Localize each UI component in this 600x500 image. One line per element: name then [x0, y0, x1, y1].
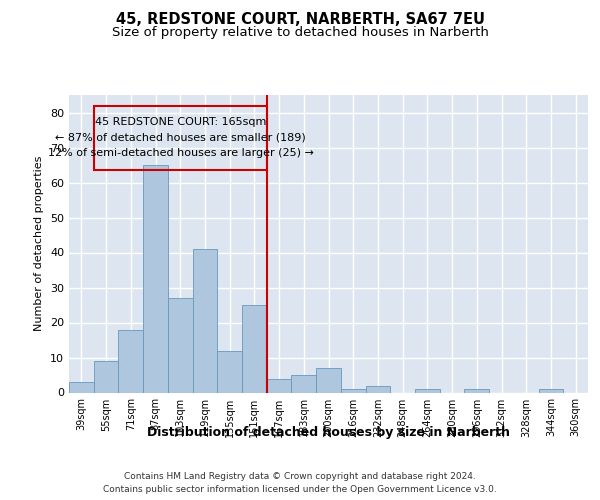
Text: Size of property relative to detached houses in Narberth: Size of property relative to detached ho… [112, 26, 488, 39]
Bar [69, 382, 94, 392]
Bar [193, 249, 217, 392]
Bar [539, 389, 563, 392]
Bar [94, 106, 267, 170]
Text: 45 REDSTONE COURT: 165sqm
← 87% of detached houses are smaller (189)
12% of semi: 45 REDSTONE COURT: 165sqm ← 87% of detac… [47, 118, 313, 158]
Bar [415, 389, 440, 392]
Bar [242, 305, 267, 392]
Y-axis label: Number of detached properties: Number of detached properties [34, 156, 44, 332]
Bar [118, 330, 143, 392]
Bar [94, 361, 118, 392]
Text: 45, REDSTONE COURT, NARBERTH, SA67 7EU: 45, REDSTONE COURT, NARBERTH, SA67 7EU [115, 12, 485, 28]
Bar [292, 375, 316, 392]
Text: Distribution of detached houses by size in Narberth: Distribution of detached houses by size … [148, 426, 510, 439]
Bar [168, 298, 193, 392]
Bar [316, 368, 341, 392]
Bar [365, 386, 390, 392]
Bar [267, 378, 292, 392]
Bar [464, 389, 489, 392]
Bar [217, 350, 242, 393]
Bar [143, 165, 168, 392]
Text: Contains HM Land Registry data © Crown copyright and database right 2024.
Contai: Contains HM Land Registry data © Crown c… [103, 472, 497, 494]
Bar [341, 389, 365, 392]
